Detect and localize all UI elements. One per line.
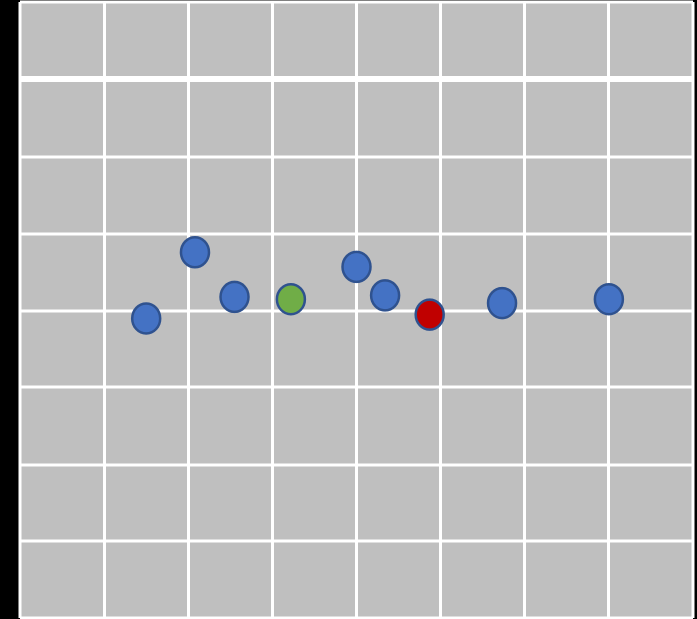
blue-dot-3	[219, 280, 250, 314]
blue-dot-1	[130, 302, 162, 335]
blue-dot-7	[593, 282, 625, 316]
blue-dot-4	[341, 250, 372, 284]
blue-dot-2	[179, 236, 211, 269]
dots-layer	[130, 236, 625, 335]
green-dot	[275, 282, 307, 316]
blue-dot-5	[369, 279, 401, 312]
red-dot	[414, 298, 445, 331]
grid-lines	[18, 0, 695, 619]
blue-dot-6	[486, 286, 518, 320]
